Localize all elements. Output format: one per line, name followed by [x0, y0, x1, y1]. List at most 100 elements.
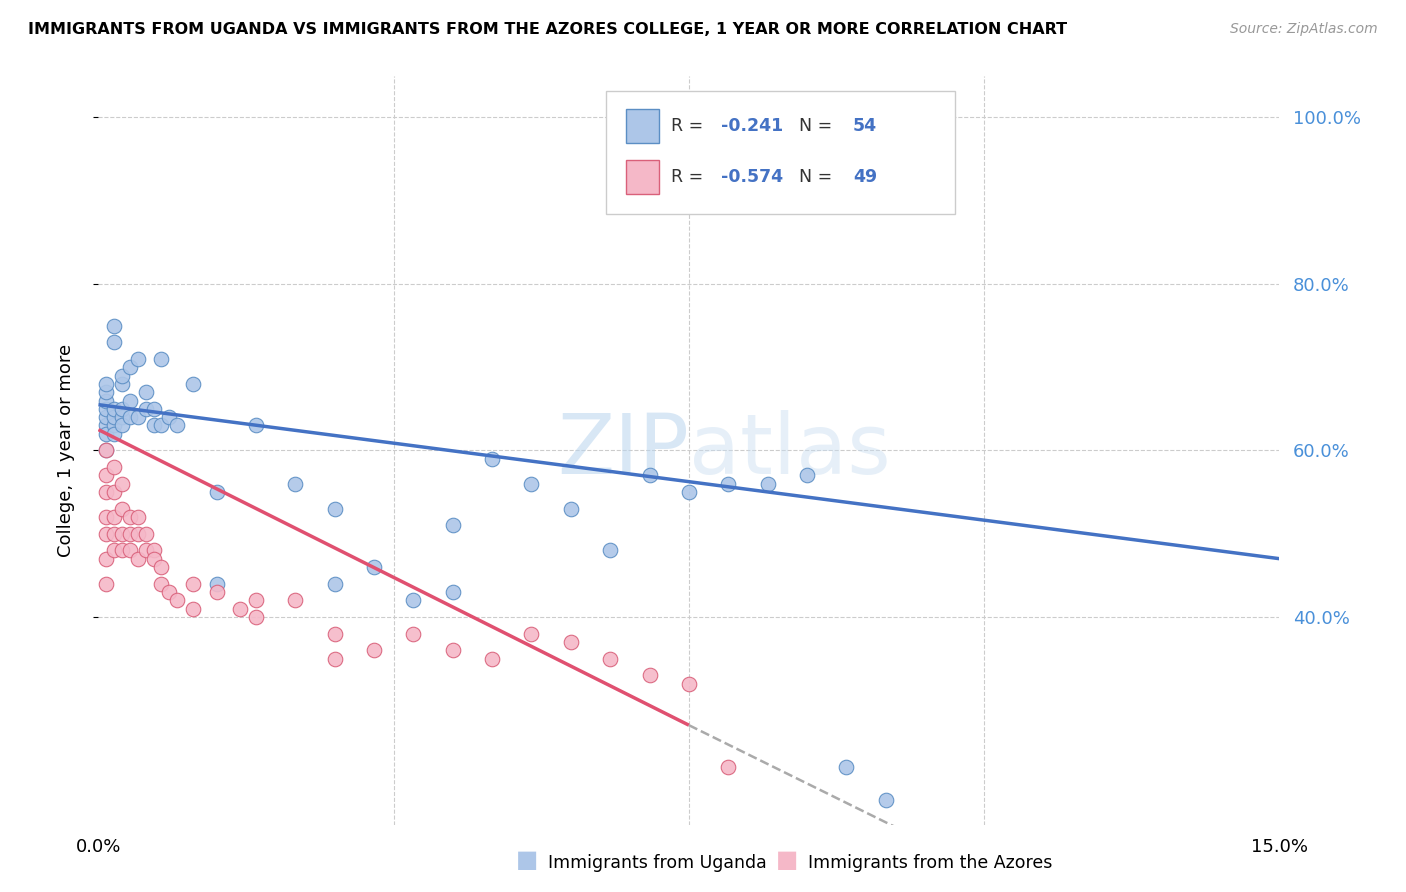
- Point: [245, 418, 267, 433]
- Point: [875, 793, 897, 807]
- Point: [205, 585, 228, 599]
- Point: [678, 676, 700, 690]
- Point: [103, 410, 125, 425]
- Point: [96, 485, 118, 500]
- Point: [118, 510, 141, 524]
- Text: Source: ZipAtlas.com: Source: ZipAtlas.com: [1230, 22, 1378, 37]
- Point: [96, 385, 118, 400]
- Point: [103, 526, 125, 541]
- Point: [229, 601, 252, 615]
- Point: [166, 593, 188, 607]
- Point: [323, 501, 346, 516]
- Point: [111, 368, 134, 383]
- Point: [363, 643, 385, 657]
- Text: R =: R =: [671, 117, 709, 135]
- Point: [323, 626, 346, 640]
- Text: 54: 54: [853, 117, 877, 135]
- FancyBboxPatch shape: [626, 109, 659, 143]
- Point: [142, 551, 165, 566]
- Point: [135, 385, 157, 400]
- Point: [118, 393, 141, 408]
- Point: [96, 401, 118, 416]
- Point: [103, 510, 125, 524]
- Point: [96, 426, 118, 441]
- Point: [520, 476, 543, 491]
- Point: [157, 585, 180, 599]
- Point: [96, 418, 118, 433]
- Text: Immigrants from the Azores: Immigrants from the Azores: [808, 855, 1053, 872]
- Point: [560, 501, 582, 516]
- Point: [284, 593, 307, 607]
- Point: [118, 543, 141, 558]
- Point: [111, 476, 134, 491]
- Point: [96, 510, 118, 524]
- Point: [142, 401, 165, 416]
- Point: [402, 593, 425, 607]
- Point: [638, 668, 661, 682]
- Point: [150, 351, 173, 366]
- Point: [181, 376, 204, 391]
- Point: [103, 485, 125, 500]
- Point: [118, 410, 141, 425]
- Point: [205, 576, 228, 591]
- Point: [205, 485, 228, 500]
- Point: [111, 526, 134, 541]
- Point: [111, 418, 134, 433]
- Point: [96, 468, 118, 483]
- Point: [127, 510, 149, 524]
- Point: [96, 393, 118, 408]
- Point: [96, 526, 118, 541]
- Point: [756, 476, 779, 491]
- Point: [142, 418, 165, 433]
- Text: ■: ■: [516, 848, 538, 872]
- Text: IMMIGRANTS FROM UGANDA VS IMMIGRANTS FROM THE AZORES COLLEGE, 1 YEAR OR MORE COR: IMMIGRANTS FROM UGANDA VS IMMIGRANTS FRO…: [28, 22, 1067, 37]
- Point: [796, 468, 818, 483]
- Point: [284, 476, 307, 491]
- Text: N =: N =: [799, 117, 838, 135]
- Point: [111, 401, 134, 416]
- Point: [717, 476, 740, 491]
- Point: [157, 410, 180, 425]
- Y-axis label: College, 1 year or more: College, 1 year or more: [56, 344, 75, 557]
- Point: [96, 443, 118, 458]
- Point: [402, 626, 425, 640]
- Text: 49: 49: [853, 168, 877, 186]
- Point: [135, 401, 157, 416]
- Point: [142, 543, 165, 558]
- Point: [520, 626, 543, 640]
- Text: ZIP: ZIP: [557, 410, 689, 491]
- Point: [103, 318, 125, 333]
- Point: [835, 760, 858, 774]
- Text: Immigrants from Uganda: Immigrants from Uganda: [548, 855, 768, 872]
- Point: [127, 526, 149, 541]
- Point: [181, 576, 204, 591]
- Point: [135, 526, 157, 541]
- Point: [363, 560, 385, 574]
- Point: [150, 560, 173, 574]
- Point: [135, 543, 157, 558]
- Point: [166, 418, 188, 433]
- Point: [441, 518, 464, 533]
- Point: [96, 376, 118, 391]
- Point: [150, 418, 173, 433]
- Point: [481, 651, 503, 665]
- Text: ■: ■: [776, 848, 799, 872]
- FancyBboxPatch shape: [606, 91, 955, 214]
- Text: -0.241: -0.241: [721, 117, 783, 135]
- Text: -0.574: -0.574: [721, 168, 783, 186]
- Point: [103, 460, 125, 475]
- Point: [118, 526, 141, 541]
- Point: [717, 760, 740, 774]
- Point: [441, 585, 464, 599]
- Point: [127, 410, 149, 425]
- Point: [678, 485, 700, 500]
- Point: [96, 410, 118, 425]
- Point: [441, 643, 464, 657]
- Point: [150, 576, 173, 591]
- Point: [103, 418, 125, 433]
- Point: [481, 451, 503, 466]
- Point: [323, 651, 346, 665]
- Point: [103, 401, 125, 416]
- Point: [111, 376, 134, 391]
- Point: [181, 601, 204, 615]
